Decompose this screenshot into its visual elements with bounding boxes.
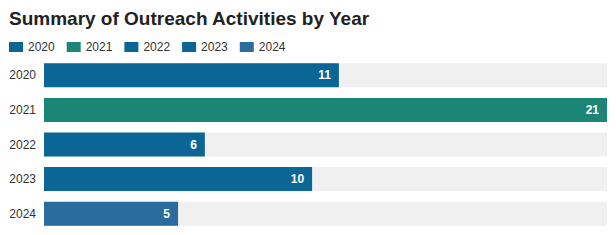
svg-text:2022: 2022 — [143, 40, 170, 54]
svg-text:2024: 2024 — [9, 207, 36, 221]
svg-text:5: 5 — [163, 207, 170, 221]
svg-text:2022: 2022 — [9, 138, 36, 152]
svg-text:2020: 2020 — [28, 40, 55, 54]
svg-text:Summary of Outreach Activities: Summary of Outreach Activities by Year — [9, 8, 370, 29]
svg-text:2021: 2021 — [86, 40, 113, 54]
svg-text:2021: 2021 — [9, 103, 36, 117]
svg-text:6: 6 — [190, 138, 197, 152]
svg-text:2023: 2023 — [201, 40, 228, 54]
svg-text:2024: 2024 — [259, 40, 286, 54]
svg-text:2023: 2023 — [9, 172, 36, 186]
svg-text:21: 21 — [586, 103, 600, 117]
svg-text:11: 11 — [318, 68, 331, 82]
svg-text:2020: 2020 — [9, 68, 36, 82]
svg-text:10: 10 — [291, 172, 305, 186]
